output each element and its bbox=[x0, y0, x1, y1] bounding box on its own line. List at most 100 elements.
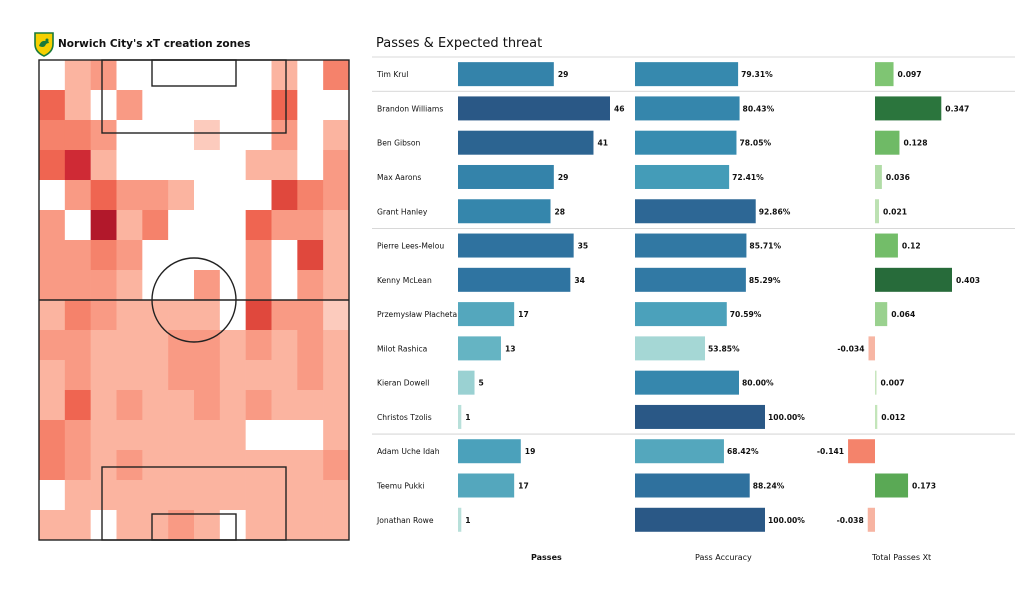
heatmap-cell bbox=[90, 60, 117, 91]
accuracy-bar bbox=[635, 370, 739, 395]
heatmap-cell bbox=[64, 300, 91, 331]
heatmap-cell bbox=[90, 330, 117, 361]
heatmap-cell bbox=[64, 510, 91, 541]
heatmap-cell bbox=[271, 450, 298, 481]
heatmap-cell bbox=[64, 420, 91, 451]
heatmap-cell bbox=[271, 210, 298, 241]
heatmap-cell bbox=[219, 240, 246, 271]
heatmap-cell bbox=[64, 390, 91, 421]
xt-label: 0.403 bbox=[956, 276, 980, 285]
heatmap-cell bbox=[297, 240, 324, 271]
heatmap-cell bbox=[194, 90, 221, 121]
accuracy-label: 72.41% bbox=[732, 173, 764, 182]
heatmap-cell bbox=[39, 60, 66, 91]
heatmap-cell bbox=[90, 270, 117, 301]
heatmap-cell bbox=[39, 330, 66, 361]
heatmap-cell bbox=[219, 510, 246, 541]
heatmap-cell bbox=[245, 180, 272, 211]
xt-bar bbox=[875, 130, 900, 155]
heatmap-cell bbox=[219, 120, 246, 151]
heatmap-cell bbox=[142, 150, 169, 181]
heatmap-cell bbox=[142, 120, 169, 151]
player-name: Kieran Dowell bbox=[377, 379, 429, 388]
heatmap-cell bbox=[245, 240, 272, 271]
accuracy-bar bbox=[635, 404, 765, 429]
heatmap-cell bbox=[271, 180, 298, 211]
heatmap-cell bbox=[168, 120, 195, 151]
heatmap-cell bbox=[39, 360, 66, 391]
heatmap-cell bbox=[64, 210, 91, 241]
heatmap-cell bbox=[194, 480, 221, 511]
heatmap-cell bbox=[90, 150, 117, 181]
heatmap-cell bbox=[90, 420, 117, 451]
accuracy-bar bbox=[635, 302, 727, 327]
player-name: Max Aarons bbox=[377, 173, 421, 182]
heatmap-cell bbox=[116, 480, 143, 511]
player-name: Przemysław Płacheta bbox=[377, 310, 457, 319]
heatmap-cell bbox=[142, 480, 169, 511]
heatmap-cell bbox=[297, 120, 324, 151]
passes-label: 29 bbox=[558, 173, 569, 182]
heatmap-cell bbox=[168, 60, 195, 91]
xt-bar bbox=[875, 473, 909, 498]
heatmap-cell bbox=[64, 60, 91, 91]
passes-label: 34 bbox=[574, 276, 585, 285]
goal-box-top bbox=[151, 59, 237, 87]
heatmap-cell bbox=[64, 450, 91, 481]
heatmap-cell bbox=[168, 390, 195, 421]
xt-label: 0.036 bbox=[886, 173, 910, 182]
heatmap-cell bbox=[323, 300, 350, 331]
xt-bar bbox=[848, 439, 875, 464]
player-name: Grant Hanley bbox=[377, 207, 428, 216]
passes-bar bbox=[458, 130, 594, 155]
player-name: Kenny McLean bbox=[377, 276, 432, 285]
xt-label: 0.021 bbox=[883, 207, 907, 216]
accuracy-label: 53.85% bbox=[708, 344, 740, 353]
passes-label: 1 bbox=[465, 516, 470, 525]
heatmap-cell bbox=[142, 180, 169, 211]
passes-bar bbox=[458, 96, 610, 121]
heatmap-cell bbox=[64, 360, 91, 391]
xt-label: 0.012 bbox=[881, 413, 905, 422]
heatmap-cell bbox=[90, 480, 117, 511]
passes-bar bbox=[458, 404, 462, 429]
heatmap-cell bbox=[116, 120, 143, 151]
heatmap-cell bbox=[142, 360, 169, 391]
heatmap-cell bbox=[116, 60, 143, 91]
passes-label: 19 bbox=[525, 447, 536, 456]
heatmap-cell bbox=[271, 420, 298, 451]
heatmap-cell bbox=[64, 150, 91, 181]
accuracy-label: 68.42% bbox=[727, 447, 759, 456]
xt-label: 0.064 bbox=[891, 310, 915, 319]
accuracy-label: 85.71% bbox=[749, 242, 781, 251]
heatmap-cell bbox=[271, 120, 298, 151]
passes-bar bbox=[458, 439, 521, 464]
heatmap-cell bbox=[39, 510, 66, 541]
heatmap-cell bbox=[194, 420, 221, 451]
heatmap-cell bbox=[323, 330, 350, 361]
xt-bar bbox=[875, 267, 952, 292]
player-name: Adam Uche Idah bbox=[377, 447, 440, 456]
heatmap-cell bbox=[116, 270, 143, 301]
xt-label: 0.128 bbox=[903, 139, 927, 148]
heatmap-cell bbox=[219, 60, 246, 91]
heatmap-cell bbox=[297, 90, 324, 121]
xt-bar bbox=[875, 233, 898, 258]
heatmap-cell bbox=[142, 270, 169, 301]
heatmap-cell bbox=[39, 180, 66, 211]
xt-column-header: Total Passes Xt bbox=[872, 553, 932, 562]
heatmap-cell bbox=[219, 390, 246, 421]
heatmap-cell bbox=[194, 510, 221, 541]
heatmap-cell bbox=[64, 120, 91, 151]
passes-label: 41 bbox=[597, 139, 608, 148]
xt-bar bbox=[875, 62, 894, 87]
heatmap-cell bbox=[271, 480, 298, 511]
heatmap-cell bbox=[271, 510, 298, 541]
accuracy-bar bbox=[635, 233, 747, 258]
heatmap-cell bbox=[219, 360, 246, 391]
heatmap-cell bbox=[64, 480, 91, 511]
heatmap-cell bbox=[194, 360, 221, 391]
accuracy-bar bbox=[635, 164, 730, 189]
heatmap-cell bbox=[323, 390, 350, 421]
